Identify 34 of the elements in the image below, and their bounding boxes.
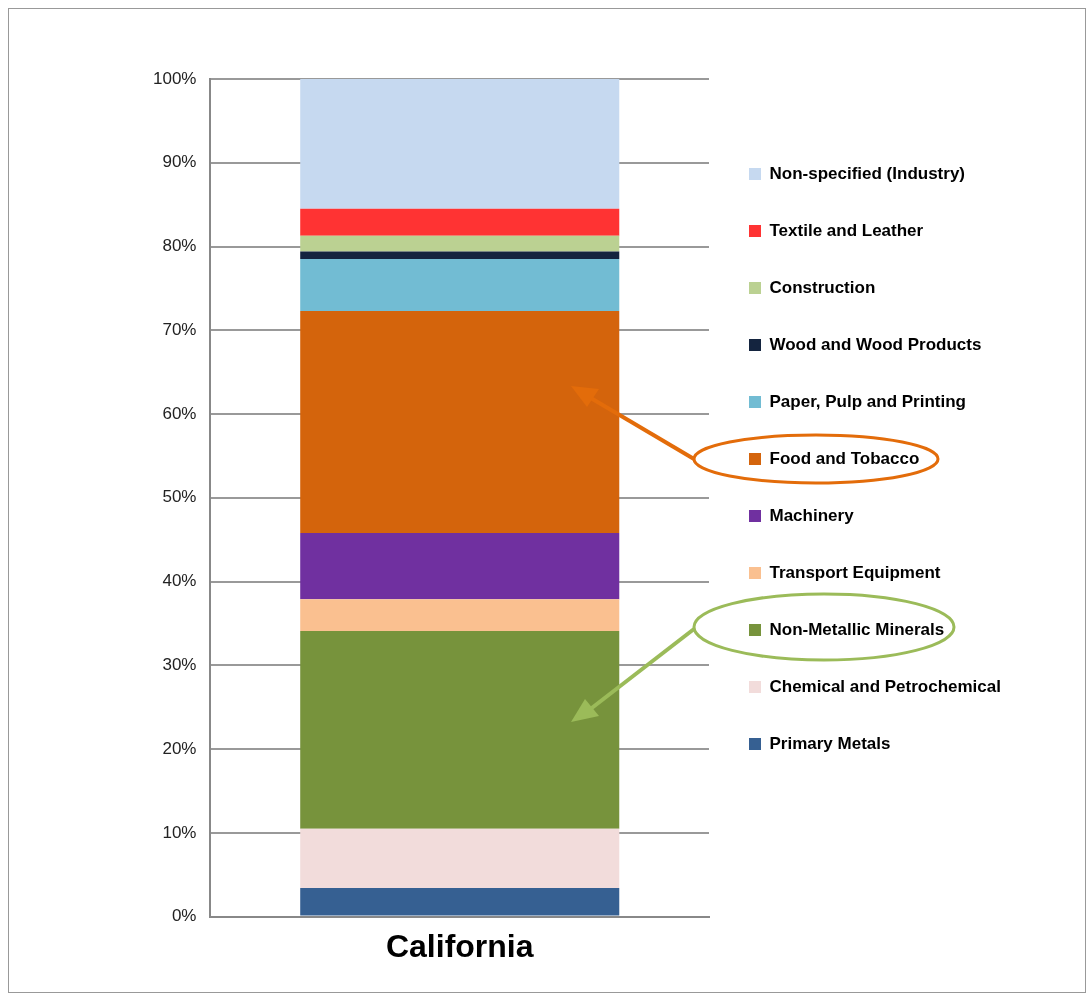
- bar: [300, 208, 620, 236]
- legend-label: Chemical and Petrochemical: [769, 676, 1001, 696]
- y-tick-label: 40%: [162, 571, 197, 591]
- bar: [300, 251, 620, 260]
- bar: [300, 888, 620, 916]
- bar: [300, 235, 620, 252]
- bar: [300, 828, 620, 889]
- legend-label: Non-Metallic Minerals: [769, 619, 945, 639]
- bar: [300, 79, 620, 209]
- legend-label: Paper, Pulp and Printing: [769, 391, 966, 411]
- y-tick-label: 0%: [171, 906, 197, 926]
- legend-label: Primary Metals: [769, 733, 891, 753]
- legend-label: Construction: [769, 277, 876, 297]
- x-tick-label: California: [385, 927, 534, 964]
- legend-label: Wood and Wood Products: [769, 334, 982, 354]
- y-tick-label: 30%: [162, 655, 197, 675]
- bar: [300, 259, 620, 312]
- legend-label: Food and Tobacco: [769, 448, 920, 468]
- y-tick-label: 70%: [162, 319, 197, 339]
- y-tick-label: 80%: [162, 236, 197, 256]
- legend-label: Machinery: [769, 505, 855, 525]
- y-tick-label: 50%: [162, 487, 197, 507]
- y-tick-label: 10%: [162, 822, 197, 842]
- legend-label: Textile and Leather: [769, 220, 924, 240]
- y-tick-label: 90%: [162, 152, 197, 172]
- bar: [300, 599, 620, 631]
- y-tick-label: 20%: [162, 738, 197, 758]
- bar: [300, 630, 620, 829]
- bar: [300, 311, 620, 533]
- bar: [300, 532, 620, 600]
- y-tick-label: 100%: [153, 68, 197, 88]
- legend-label: Transport Equipment: [769, 562, 941, 582]
- y-tick-label: 60%: [162, 403, 197, 423]
- legend-label: Non-specified (Industry): [769, 163, 966, 183]
